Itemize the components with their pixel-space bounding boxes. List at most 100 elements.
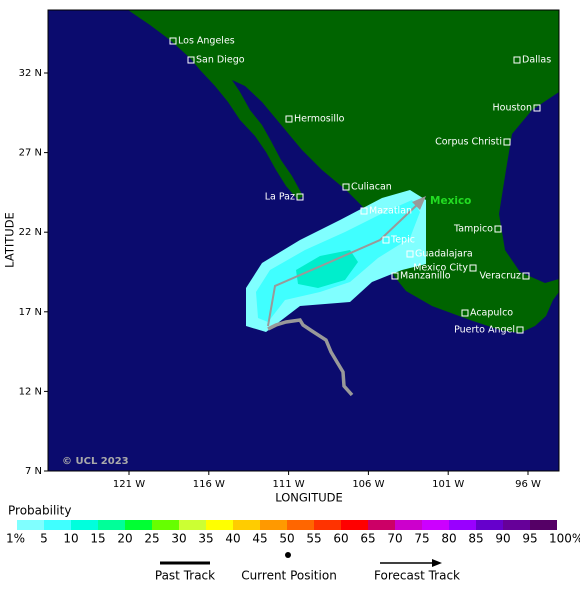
colorbar-label: 1% [6,532,25,546]
forecast-track [267,201,421,327]
city-label: Mexico City [413,263,468,274]
legend-title: Probability [8,504,71,518]
city-marker [296,193,304,201]
colorbar-segment [44,520,71,530]
city-label: La Paz [265,192,295,203]
map-frame [47,9,560,472]
city-label: Los Angeles [178,36,235,47]
city-marker [469,264,477,272]
x-tick-label: 96 W [515,479,541,490]
colorbar-label: 65 [360,532,375,546]
colorbar-label: 95 [522,532,537,546]
city-marker [187,56,195,64]
city-marker [391,272,399,280]
city-label: Tampico [453,224,493,235]
city-marker [522,272,530,280]
colorbar-label: 55 [306,532,321,546]
colorbar-segment [71,520,98,530]
cities: Los Angeles San Diego Dallas Houston Hermosi… [169,36,551,336]
city-label: Guadalajara [415,249,473,260]
colorbar-label: 5 [40,532,48,546]
city-label: Hermosillo [294,114,345,125]
y-tick-label: 17 N [19,307,42,318]
legend-label: Current Position [241,569,337,583]
colorbar-segment [233,520,260,530]
x-tick-label: 111 W [273,479,305,490]
copyright: © UCL 2023 [62,456,129,467]
city-label: Dallas [522,55,551,66]
x-tick-label: 116 W [193,479,225,490]
probability-10 [296,250,358,288]
city-label: Tepic [390,235,415,246]
colorbar-segment [476,520,503,530]
y-tick-label: 32 N [19,68,42,79]
colorbar: 1% 5 10 15 20 25 30 35 40 45 50 55 60 65 70 75 80 85 90 95 1… [6,520,580,546]
colorbar-label: 85 [468,532,483,546]
y-tick-label: 27 N [19,148,42,159]
colorbar-label: 40 [225,532,240,546]
city-marker [342,183,350,191]
colorbar-label: 100% [549,532,580,546]
city-marker [494,225,502,233]
y-tick-label: 12 N [19,386,42,397]
colorbar-segment [260,520,287,530]
city-marker [461,309,469,317]
colorbar-segment [179,520,206,530]
city-label: Mazatlan [369,206,412,217]
colorbar-label: 20 [117,532,132,546]
city-marker [533,104,541,112]
city-marker [503,138,511,146]
colorbar-label: 15 [90,532,105,546]
colorbar-segment [422,520,449,530]
colorbar-segment [206,520,233,530]
city-marker [285,115,293,123]
colorbar-segment [341,520,368,530]
y-tick-label: 7 N [25,466,42,477]
city-label: Houston [493,103,532,114]
colorbar-label: 35 [198,532,213,546]
colorbar-segment [98,520,125,530]
y-tick-label: 22 N [19,227,42,238]
colorbar-label: 30 [171,532,186,546]
city-marker [513,56,521,64]
country-label: Mexico [430,195,471,207]
colorbar-label: 70 [387,532,402,546]
past-track [267,318,354,397]
city-marker [360,207,368,215]
legend-label: Past Track [155,569,215,583]
colorbar-segment [314,520,341,530]
forecast-arrow-symbol [432,559,442,567]
colorbar-segment [287,520,314,530]
city-label: Culiacan [351,182,392,193]
city-label: Acapulco [470,308,513,319]
colorbar-label: 75 [414,532,429,546]
x-axis-label: LONGITUDE [275,491,343,505]
colorbar-segment [125,520,152,530]
city-marker [406,250,414,258]
city-marker [382,236,390,244]
colorbar-segment [368,520,395,530]
colorbar-segment [530,520,557,530]
current-position-symbol [285,552,291,558]
x-tick-label: 106 W [352,479,384,490]
forecast-arrow [412,196,426,210]
gulf-of-mexico [499,92,559,283]
x-tick-label: 121 W [113,479,145,490]
city-label: Puerto Angel [454,325,515,336]
legend-label: Forecast Track [374,569,460,583]
colorbar-label: 25 [144,532,159,546]
x-tick-label: 101 W [432,479,464,490]
colorbar-label: 10 [63,532,78,546]
city-label: Veracruz [480,271,521,282]
axes: 32 N 27 N 22 N 17 N 12 N 7 N 121 W 116 W 111 W 10… [19,68,541,490]
colorbar-label: 60 [333,532,348,546]
map: Los Angeles San Diego Dallas Houston Hermosi… [47,9,560,472]
city-label: San Diego [196,55,245,66]
y-axis-label: LATITUDE [3,212,17,268]
city-label: Manzanillo [400,271,451,282]
colorbar-segment [503,520,530,530]
city-label: Corpus Christi [435,137,502,148]
city-marker [169,37,177,45]
colorbar-segment [17,520,44,530]
